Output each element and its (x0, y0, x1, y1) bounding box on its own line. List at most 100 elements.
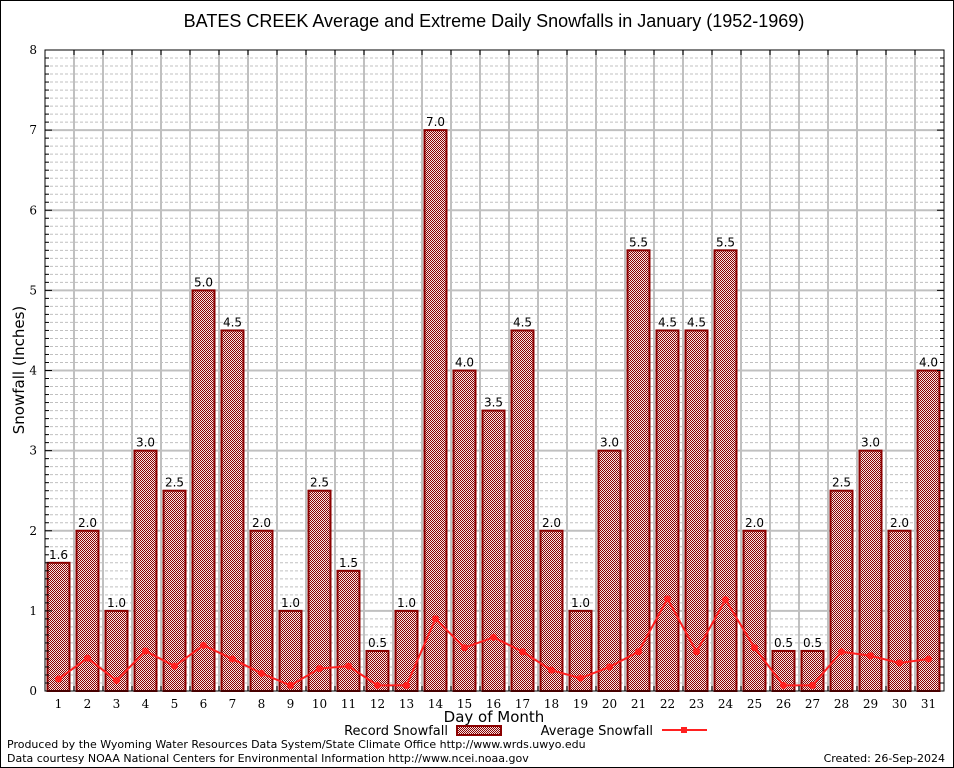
bar-labels: 1.6 2.0 1.0 3.0 2.5 5.0 4.5 2.0 1.0 2.5 1.5 0.5 1.0 7… (49, 115, 938, 650)
x-tick-label: 31 (921, 697, 936, 711)
bar-record-day-25 (742, 529, 767, 692)
average-point-day-13 (403, 681, 410, 689)
bar-label-day-26: 0.5 (774, 636, 793, 650)
x-ticks: 1 2 3 4 5 6 7 8 9 10 11 12 13 14 15 16 17 18 19 20 21 22 23 24 2… (55, 697, 936, 711)
bar-record-day-30 (887, 529, 912, 692)
bar-record-day-15 (452, 369, 477, 692)
y-tick-label: 0 (29, 684, 37, 698)
legend-marker-average (681, 727, 687, 733)
x-tick-label: 20 (602, 697, 617, 711)
bar-label-day-8: 2.0 (252, 516, 271, 530)
bar-label-day-1: 1.6 (49, 548, 68, 562)
average-point-day-17 (519, 648, 526, 656)
bar-label-day-12: 0.5 (368, 636, 387, 650)
bar-label-day-20: 3.0 (600, 436, 619, 450)
bar-label-day-11: 1.5 (339, 556, 358, 570)
average-point-day-12 (374, 681, 381, 689)
average-point-day-10 (316, 665, 323, 673)
bar-label-day-29: 3.0 (861, 436, 880, 450)
footer-produced-by: Produced by the Wyoming Water Resources … (7, 738, 586, 751)
average-point-day-15 (461, 644, 468, 652)
bar-label-day-2: 2.0 (78, 516, 97, 530)
x-tick-label: 9 (287, 697, 295, 711)
x-tick-label: 3 (113, 697, 121, 711)
bar-record-day-6 (191, 289, 216, 692)
average-point-day-30 (896, 659, 903, 667)
x-tick-label: 27 (805, 697, 820, 711)
x-tick-label: 14 (428, 697, 444, 711)
average-point-day-9 (287, 681, 294, 689)
bar-label-day-28: 2.5 (832, 476, 851, 490)
legend: Record Snowfall Average Snowfall (344, 724, 707, 739)
x-tick-label: 30 (892, 697, 907, 711)
average-point-day-19 (577, 674, 584, 682)
x-tick-label: 8 (258, 697, 266, 711)
bar-label-day-18: 2.0 (542, 516, 561, 530)
bar-record-day-2 (75, 529, 100, 692)
x-tick-label: 15 (457, 697, 472, 711)
bar-record-day-7 (220, 329, 245, 692)
x-tick-label: 22 (660, 697, 675, 711)
bar-label-day-25: 2.0 (745, 516, 764, 530)
average-point-day-21 (635, 648, 642, 656)
bar-label-day-30: 2.0 (890, 516, 909, 530)
x-tick-label: 11 (341, 697, 356, 711)
x-tick-label: 29 (863, 697, 878, 711)
bar-label-day-15: 4.0 (455, 356, 474, 370)
bar-record-day-13 (394, 609, 419, 692)
x-tick-label: 24 (718, 697, 734, 711)
x-tick-label: 12 (370, 697, 385, 711)
bars (46, 129, 941, 692)
y-tick-label: 7 (29, 123, 37, 137)
bar-label-day-6: 5.0 (194, 275, 213, 289)
bar-label-day-14: 7.0 (426, 115, 445, 129)
bar-record-day-1 (46, 561, 71, 692)
bar-label-day-5: 2.5 (165, 476, 184, 490)
bar-record-day-24 (713, 249, 738, 692)
y-tick-label: 3 (29, 444, 37, 458)
axes (44, 49, 945, 692)
bar-label-day-27: 0.5 (803, 636, 822, 650)
average-point-day-5 (171, 662, 178, 670)
x-tick-label: 26 (776, 697, 791, 711)
bar-label-day-4: 3.0 (136, 436, 155, 450)
x-tick-label: 25 (747, 697, 762, 711)
footer-created-date: Created: 26-Sep-2024 (823, 752, 945, 765)
average-point-day-8 (258, 669, 265, 677)
y-ticks: 0 1 2 3 4 5 6 7 8 (29, 43, 37, 698)
x-tick-label: 5 (171, 697, 179, 711)
bar-label-day-7: 4.5 (223, 315, 242, 329)
x-axis-label: Day of Month (444, 708, 545, 726)
x-tick-label: 28 (834, 697, 849, 711)
y-tick-label: 6 (29, 203, 37, 217)
average-point-day-4 (142, 647, 149, 655)
bar-record-day-10 (307, 489, 332, 692)
average-point-day-1 (55, 675, 62, 683)
average-point-day-28 (838, 648, 845, 656)
bar-record-day-21 (626, 249, 651, 692)
bar-label-day-21: 5.5 (629, 235, 648, 249)
bar-record-day-9 (278, 609, 303, 692)
bar-label-day-13: 1.0 (397, 596, 416, 610)
bar-record-day-20 (597, 449, 622, 692)
average-point-day-20 (606, 663, 613, 671)
bar-label-day-24: 5.5 (716, 235, 735, 249)
average-point-day-23 (693, 648, 700, 656)
y-axis-label: Snowfall (Inches) (10, 306, 28, 434)
y-tick-label: 8 (29, 43, 37, 57)
bar-label-day-3: 1.0 (107, 596, 126, 610)
bar-record-day-11 (336, 569, 361, 692)
average-point-day-31 (925, 655, 932, 663)
x-tick-label: 7 (229, 697, 237, 711)
average-point-day-2 (84, 654, 91, 662)
x-tick-label: 6 (200, 697, 208, 711)
y-tick-label: 1 (29, 604, 37, 618)
bar-record-day-22 (655, 329, 680, 692)
footer-data-courtesy: Data courtesy NOAA National Centers for … (7, 752, 529, 765)
average-point-day-7 (229, 655, 236, 663)
x-tick-label: 16 (486, 697, 501, 711)
bar-label-day-19: 1.0 (571, 596, 590, 610)
bar-record-day-16 (481, 409, 506, 692)
average-point-day-26 (780, 681, 787, 689)
x-tick-label: 1 (55, 697, 63, 711)
